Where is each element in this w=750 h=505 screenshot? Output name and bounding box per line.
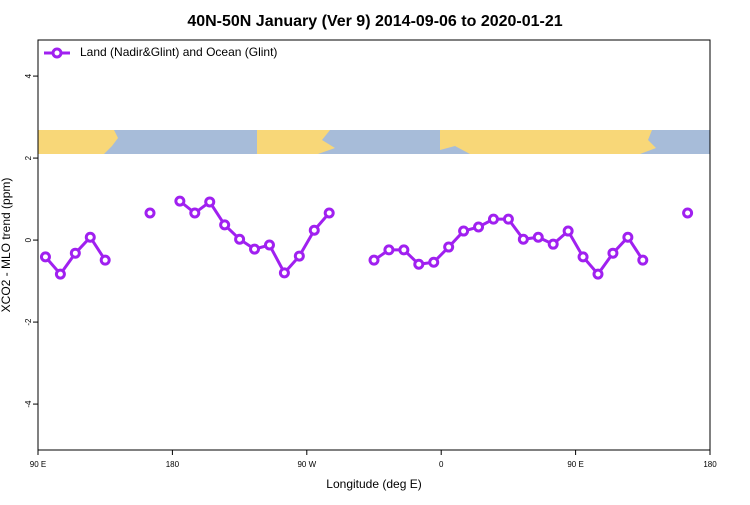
y-tick-label: 2 <box>24 155 33 160</box>
data-point <box>54 268 66 280</box>
data-point <box>278 267 290 279</box>
data-point <box>234 233 246 245</box>
x-tick-label: 0 <box>439 460 444 469</box>
data-point <box>189 207 201 219</box>
data-point <box>592 268 604 280</box>
legend-item: Land (Nadir&Glint) and Ocean (Glint) <box>44 45 277 59</box>
data-point <box>308 224 320 236</box>
data-point <box>577 251 589 263</box>
x-tick-label: 90 E <box>567 460 583 469</box>
x-tick-label: 180 <box>166 460 180 469</box>
data-point <box>413 258 425 270</box>
data-point <box>99 254 111 266</box>
data-point <box>428 256 440 268</box>
legend-label: Land (Nadir&Glint) and Ocean (Glint) <box>80 45 277 59</box>
y-axis-label: XCO2 - MLO trend (ppm) <box>0 178 13 313</box>
data-point <box>249 243 261 255</box>
data-point <box>607 247 619 259</box>
data-point <box>383 244 395 256</box>
y-tick-label: 4 <box>24 73 33 78</box>
y-tick-label: -2 <box>24 318 33 326</box>
data-point <box>473 221 485 233</box>
data-point <box>532 231 544 243</box>
x-tick-label: 90 E <box>30 460 46 469</box>
x-tick-label: 90 W <box>297 460 316 469</box>
data-point <box>622 231 634 243</box>
data-point <box>443 241 455 253</box>
map-land <box>440 130 656 154</box>
data-point <box>84 231 96 243</box>
map-land <box>38 130 118 154</box>
map-land <box>257 130 335 154</box>
chart-title: 40N-50N January (Ver 9) 2014-09-06 to 20… <box>187 13 562 30</box>
data-point <box>263 239 275 251</box>
data-point <box>562 225 574 237</box>
data-point <box>487 213 499 225</box>
y-tick-label: 0 <box>24 237 33 242</box>
data-point <box>144 207 156 219</box>
data-point <box>637 254 649 266</box>
legend-marker <box>51 47 63 59</box>
map-strip <box>38 130 710 154</box>
data-point <box>682 207 694 219</box>
y-tick-label: -4 <box>24 400 33 408</box>
data-point <box>69 247 81 259</box>
data-point <box>502 213 514 225</box>
plot-frame <box>37 39 711 451</box>
data-point <box>398 244 410 256</box>
data-point <box>368 254 380 266</box>
data-point <box>323 207 335 219</box>
series-line <box>178 199 331 276</box>
data-point <box>458 225 470 237</box>
data-point <box>204 196 216 208</box>
data-point <box>39 251 51 263</box>
x-tick-label: 180 <box>703 460 717 469</box>
data-point <box>293 250 305 262</box>
data-point <box>517 233 529 245</box>
data-point <box>547 238 559 250</box>
x-axis-label: Longitude (deg E) <box>326 477 421 491</box>
data-point <box>174 195 186 207</box>
data-point <box>219 219 231 231</box>
